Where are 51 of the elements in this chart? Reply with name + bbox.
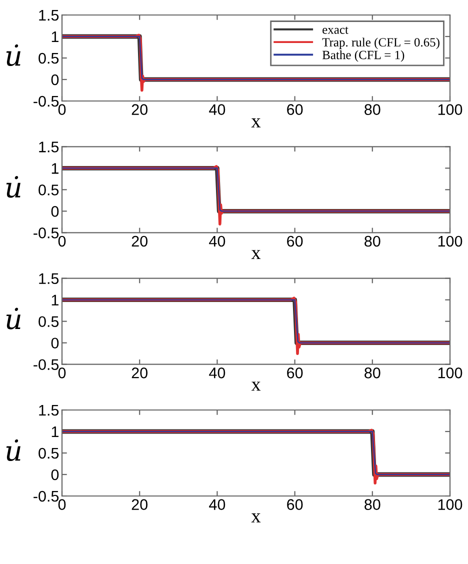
y-tick-label: 1	[52, 294, 58, 306]
x-tick-label: 20	[132, 368, 148, 378]
y-tick-label: -0.5	[34, 359, 59, 370]
x-tick-label: 80	[364, 236, 380, 247]
x-tick-label: 80	[364, 499, 380, 510]
y-tick-label: 0.5	[38, 448, 59, 459]
y-tick-label: 1.5	[39, 405, 59, 416]
x-tick-label: 100	[438, 499, 462, 510]
x-tick-label: 80	[364, 368, 380, 378]
x-tick-label: 60	[287, 104, 303, 115]
x-tick-label: 40	[209, 368, 226, 378]
x-tick-label: 60	[287, 236, 303, 247]
y-tick-label: -0.5	[34, 490, 59, 502]
y-tick-label: 1	[52, 32, 58, 42]
y-tick-label: 0	[51, 338, 59, 349]
y-axis-title: u̇	[6, 439, 20, 462]
x-tick-label: 40	[209, 236, 226, 247]
x-tick-label: 60	[287, 499, 303, 510]
x-tick-label: 20	[132, 499, 148, 510]
y-tick-label: 0	[51, 74, 59, 86]
x-tick-label: 100	[438, 236, 462, 247]
x-axis-title: x	[251, 382, 261, 391]
y-tick-label: 0	[51, 469, 59, 480]
y-tick-label: 0.5	[38, 52, 59, 64]
x-tick-label: 40	[209, 499, 226, 510]
y-axis-title: u̇	[6, 176, 20, 198]
x-tick-label: 20	[132, 236, 148, 247]
x-tick-label: 100	[438, 104, 462, 115]
y-tick-label: 1	[52, 426, 58, 438]
x-tick-label: 60	[287, 368, 303, 378]
y-tick-label: 1.5	[39, 10, 59, 21]
x-tick-label: 100	[438, 368, 462, 378]
y-tick-label: 1.5	[39, 273, 59, 284]
y-tick-label: 0	[51, 206, 59, 217]
x-axis-title: x	[251, 513, 261, 522]
legend-label: Bathe (CFL = 1)	[322, 50, 404, 62]
y-tick-label: 1.5	[39, 142, 59, 152]
legend-label: Trap. rule (CFL = 0.65)	[322, 38, 440, 50]
y-tick-label: 0.5	[38, 316, 59, 328]
y-axis-title: u̇	[6, 44, 20, 66]
y-tick-label: -0.5	[34, 96, 59, 107]
x-tick-label: 40	[209, 104, 226, 115]
y-tick-label: 1	[52, 163, 58, 174]
x-axis-title: x	[251, 250, 261, 260]
y-tick-label: -0.5	[34, 228, 59, 238]
y-tick-label: 0.5	[38, 184, 59, 196]
x-tick-label: 80	[364, 104, 380, 115]
y-axis-title: u̇	[6, 308, 20, 330]
legend-label: exact	[322, 26, 348, 34]
x-axis-title: x	[251, 118, 261, 128]
x-tick-label: 20	[132, 104, 148, 115]
